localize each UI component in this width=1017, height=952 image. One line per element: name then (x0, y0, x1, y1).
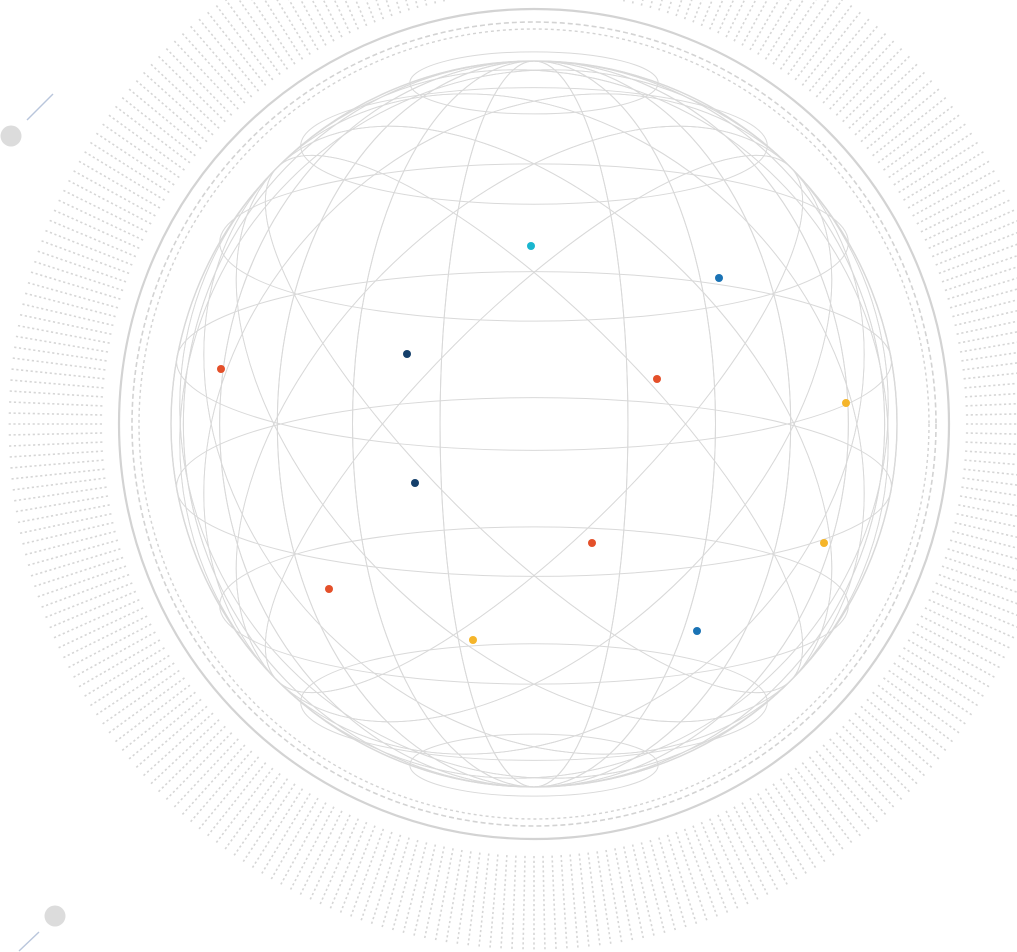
marker-dot-amber-1 (842, 399, 850, 407)
dashed-ring (131, 21, 937, 827)
latitude-line (300, 87, 768, 205)
marker-dot-amber-3 (469, 636, 477, 644)
latitude-line (300, 643, 768, 761)
latitude-line (219, 163, 849, 322)
diagonal-line (235, 125, 833, 723)
marker-dot-red-4 (325, 585, 333, 593)
marker-dot-blue-2 (693, 627, 701, 635)
longitude-line (439, 60, 629, 788)
outer-rings (117, 7, 951, 841)
diagonal-line (203, 93, 865, 755)
globe-wireframe (170, 51, 898, 797)
longitude-line (219, 60, 849, 788)
marker-dot-navy-2 (411, 479, 419, 487)
diagonal-line (264, 154, 804, 694)
marker-dot-cyan-1 (527, 242, 535, 250)
longitude-line (276, 60, 792, 788)
diagonal-line (203, 93, 865, 755)
radial-tick-ring (7, 0, 1017, 951)
marker-dot-blue-1 (715, 274, 723, 282)
outer-ring (117, 7, 951, 841)
marker-dot-amber-2 (820, 539, 828, 547)
corner-accents (0, 93, 66, 952)
marker-dot-navy-1 (403, 350, 411, 358)
diagonal-line (170, 60, 898, 788)
dashed-ring-inner (138, 28, 930, 820)
bullet-dot (44, 905, 66, 927)
globe-markers (217, 242, 850, 644)
longitude-line (182, 60, 886, 788)
marker-dot-red-3 (588, 539, 596, 547)
longitude-line (439, 60, 629, 788)
marker-dot-red-2 (653, 375, 661, 383)
tick-ring-path (7, 0, 1017, 951)
diagonal-line (264, 154, 804, 694)
bullet-dot (0, 125, 22, 147)
diagonal-line (264, 154, 804, 694)
longitude-line (276, 60, 792, 788)
diagonal-line (235, 125, 833, 723)
accent-line (26, 93, 54, 121)
diagonal-line (235, 125, 833, 723)
longitude-line (182, 60, 886, 788)
diagonal-line (264, 154, 804, 694)
accent-line (18, 931, 40, 952)
longitude-line (219, 60, 849, 788)
latitude-line (219, 526, 849, 685)
longitude-line (352, 60, 716, 788)
longitude-line (352, 60, 716, 788)
diagonal-line (170, 60, 898, 788)
diagonal-line (203, 93, 865, 755)
diagonal-line (203, 93, 865, 755)
diagonal-line (235, 125, 833, 723)
marker-dot-red-1 (217, 365, 225, 373)
